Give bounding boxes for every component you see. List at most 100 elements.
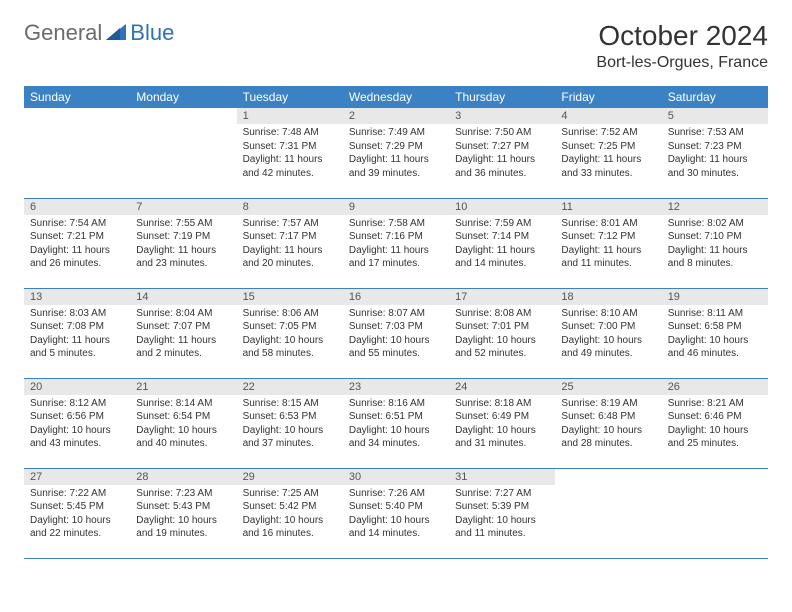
daylight: Daylight: 10 hours and 19 minutes.: [136, 514, 230, 541]
sunset: Sunset: 6:46 PM: [668, 410, 762, 424]
calendar-cell: 5Sunrise: 7:53 AMSunset: 7:23 PMDaylight…: [662, 108, 768, 198]
sunset: Sunset: 5:45 PM: [30, 500, 124, 514]
weekday-header: Monday: [130, 86, 236, 108]
calendar-head: SundayMondayTuesdayWednesdayThursdayFrid…: [24, 86, 768, 108]
calendar-cell: 4Sunrise: 7:52 AMSunset: 7:25 PMDaylight…: [555, 108, 661, 198]
calendar-cell-empty: [130, 108, 236, 198]
sunset: Sunset: 7:31 PM: [243, 140, 337, 154]
day-info: Sunrise: 7:22 AMSunset: 5:45 PMDaylight:…: [24, 485, 130, 545]
daylight: Daylight: 10 hours and 31 minutes.: [455, 424, 549, 451]
sunrise: Sunrise: 7:52 AM: [561, 126, 655, 140]
calendar-body: 1Sunrise: 7:48 AMSunset: 7:31 PMDaylight…: [24, 108, 768, 558]
day-number: 12: [662, 199, 768, 215]
sunrise: Sunrise: 7:50 AM: [455, 126, 549, 140]
daylight: Daylight: 10 hours and 34 minutes.: [349, 424, 443, 451]
day-number: 3: [449, 108, 555, 124]
day-number: 7: [130, 199, 236, 215]
sunrise: Sunrise: 7:59 AM: [455, 217, 549, 231]
calendar-cell: 22Sunrise: 8:15 AMSunset: 6:53 PMDayligh…: [237, 378, 343, 468]
day-info: Sunrise: 8:06 AMSunset: 7:05 PMDaylight:…: [237, 305, 343, 365]
day-number: 11: [555, 199, 661, 215]
sunset: Sunset: 7:27 PM: [455, 140, 549, 154]
sunrise: Sunrise: 7:49 AM: [349, 126, 443, 140]
day-number: 28: [130, 469, 236, 485]
sunrise: Sunrise: 8:16 AM: [349, 397, 443, 411]
day-info: Sunrise: 8:14 AMSunset: 6:54 PMDaylight:…: [130, 395, 236, 455]
location: Bort-les-Orgues, France: [596, 54, 768, 72]
day-info: Sunrise: 8:19 AMSunset: 6:48 PMDaylight:…: [555, 395, 661, 455]
day-number: 24: [449, 379, 555, 395]
sunrise: Sunrise: 7:25 AM: [243, 487, 337, 501]
page-container: General Blue October 2024 Bort-les-Orgue…: [0, 0, 792, 569]
sunrise: Sunrise: 7:27 AM: [455, 487, 549, 501]
calendar-cell: 19Sunrise: 8:11 AMSunset: 6:58 PMDayligh…: [662, 288, 768, 378]
sunrise: Sunrise: 7:48 AM: [243, 126, 337, 140]
daylight: Daylight: 11 hours and 23 minutes.: [136, 244, 230, 271]
day-number: 30: [343, 469, 449, 485]
day-info: Sunrise: 8:01 AMSunset: 7:12 PMDaylight:…: [555, 215, 661, 275]
calendar-cell: 14Sunrise: 8:04 AMSunset: 7:07 PMDayligh…: [130, 288, 236, 378]
day-number: 16: [343, 289, 449, 305]
day-number: 6: [24, 199, 130, 215]
day-number: 14: [130, 289, 236, 305]
calendar-cell: 18Sunrise: 8:10 AMSunset: 7:00 PMDayligh…: [555, 288, 661, 378]
calendar-cell: 29Sunrise: 7:25 AMSunset: 5:42 PMDayligh…: [237, 468, 343, 558]
sunset: Sunset: 7:08 PM: [30, 320, 124, 334]
day-number: 20: [24, 379, 130, 395]
day-info: Sunrise: 7:50 AMSunset: 7:27 PMDaylight:…: [449, 124, 555, 184]
sunset: Sunset: 7:21 PM: [30, 230, 124, 244]
header: General Blue October 2024 Bort-les-Orgue…: [24, 20, 768, 72]
sunrise: Sunrise: 7:26 AM: [349, 487, 443, 501]
day-info: Sunrise: 7:53 AMSunset: 7:23 PMDaylight:…: [662, 124, 768, 184]
calendar-cell: 16Sunrise: 8:07 AMSunset: 7:03 PMDayligh…: [343, 288, 449, 378]
daylight: Daylight: 11 hours and 39 minutes.: [349, 153, 443, 180]
sunrise: Sunrise: 7:57 AM: [243, 217, 337, 231]
sunset: Sunset: 6:56 PM: [30, 410, 124, 424]
daylight: Daylight: 10 hours and 55 minutes.: [349, 334, 443, 361]
sunset: Sunset: 7:07 PM: [136, 320, 230, 334]
sunrise: Sunrise: 7:58 AM: [349, 217, 443, 231]
sunrise: Sunrise: 8:10 AM: [561, 307, 655, 321]
daylight: Daylight: 11 hours and 5 minutes.: [30, 334, 124, 361]
day-info: Sunrise: 8:07 AMSunset: 7:03 PMDaylight:…: [343, 305, 449, 365]
daylight: Daylight: 10 hours and 14 minutes.: [349, 514, 443, 541]
calendar-cell: 21Sunrise: 8:14 AMSunset: 6:54 PMDayligh…: [130, 378, 236, 468]
day-info: Sunrise: 8:02 AMSunset: 7:10 PMDaylight:…: [662, 215, 768, 275]
day-number: 13: [24, 289, 130, 305]
daylight: Daylight: 11 hours and 14 minutes.: [455, 244, 549, 271]
calendar-row: 13Sunrise: 8:03 AMSunset: 7:08 PMDayligh…: [24, 288, 768, 378]
day-number: 8: [237, 199, 343, 215]
daylight: Daylight: 10 hours and 58 minutes.: [243, 334, 337, 361]
logo: General Blue: [24, 20, 174, 46]
day-info: Sunrise: 7:49 AMSunset: 7:29 PMDaylight:…: [343, 124, 449, 184]
sunset: Sunset: 7:00 PM: [561, 320, 655, 334]
weekday-header: Sunday: [24, 86, 130, 108]
sunrise: Sunrise: 8:08 AM: [455, 307, 549, 321]
calendar-cell: 28Sunrise: 7:23 AMSunset: 5:43 PMDayligh…: [130, 468, 236, 558]
day-number: 2: [343, 108, 449, 124]
day-number: 5: [662, 108, 768, 124]
sunset: Sunset: 7:23 PM: [668, 140, 762, 154]
calendar-cell: 30Sunrise: 7:26 AMSunset: 5:40 PMDayligh…: [343, 468, 449, 558]
day-number: 29: [237, 469, 343, 485]
sunrise: Sunrise: 8:14 AM: [136, 397, 230, 411]
sunrise: Sunrise: 8:15 AM: [243, 397, 337, 411]
day-info: Sunrise: 7:27 AMSunset: 5:39 PMDaylight:…: [449, 485, 555, 545]
daylight: Daylight: 10 hours and 28 minutes.: [561, 424, 655, 451]
calendar-cell: 23Sunrise: 8:16 AMSunset: 6:51 PMDayligh…: [343, 378, 449, 468]
sunrise: Sunrise: 8:06 AM: [243, 307, 337, 321]
daylight: Daylight: 11 hours and 8 minutes.: [668, 244, 762, 271]
weekday-header: Saturday: [662, 86, 768, 108]
calendar-cell: 15Sunrise: 8:06 AMSunset: 7:05 PMDayligh…: [237, 288, 343, 378]
weekday-header: Wednesday: [343, 86, 449, 108]
daylight: Daylight: 11 hours and 42 minutes.: [243, 153, 337, 180]
daylight: Daylight: 11 hours and 11 minutes.: [561, 244, 655, 271]
day-info: Sunrise: 7:55 AMSunset: 7:19 PMDaylight:…: [130, 215, 236, 275]
sunset: Sunset: 5:42 PM: [243, 500, 337, 514]
sunset: Sunset: 6:49 PM: [455, 410, 549, 424]
day-info: Sunrise: 8:04 AMSunset: 7:07 PMDaylight:…: [130, 305, 236, 365]
calendar-cell: 12Sunrise: 8:02 AMSunset: 7:10 PMDayligh…: [662, 198, 768, 288]
sunrise: Sunrise: 8:02 AM: [668, 217, 762, 231]
day-number: 25: [555, 379, 661, 395]
day-info: Sunrise: 8:08 AMSunset: 7:01 PMDaylight:…: [449, 305, 555, 365]
